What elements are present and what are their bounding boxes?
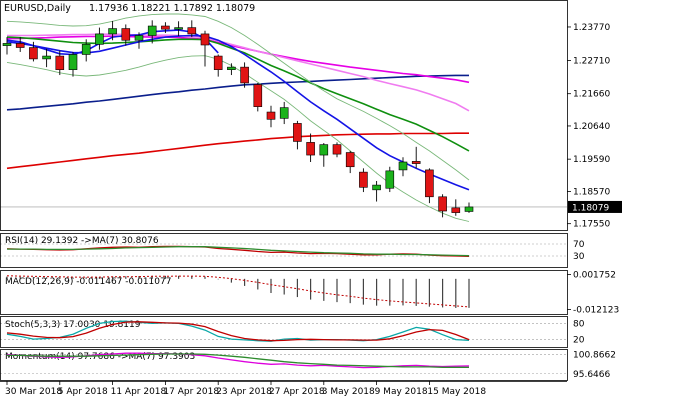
price-tick-label: 1.23770 xyxy=(573,23,610,33)
candle-body xyxy=(68,54,78,70)
date-tick-label: 11 Apr 2018 xyxy=(111,387,167,397)
current-price-box xyxy=(568,200,622,213)
candle-body xyxy=(359,171,368,188)
ohlc-values: 1.17936 1.18221 1.17892 1.18079 xyxy=(89,3,255,14)
candle-body xyxy=(279,107,289,119)
date-tick-label: 23 Apr 2018 xyxy=(216,387,272,397)
price-tick-label: 1.20640 xyxy=(573,122,610,132)
date-tick-label: 15 May 2018 xyxy=(427,387,486,397)
date-tick-label: 27 Apr 2018 xyxy=(269,387,325,397)
momentum-label: Momentum(14) 97.7686 ->MA(7) 97.3903 xyxy=(5,352,195,362)
price-tick-label: 1.21660 xyxy=(573,90,610,100)
candle-body xyxy=(42,55,51,60)
candle-body xyxy=(227,66,236,70)
current-price-label: 1.18079 xyxy=(572,203,609,213)
candle-body xyxy=(147,25,157,36)
indicator-line-3-0 xyxy=(6,320,470,342)
stoch-label: Stoch(5,3,3) 17.0030 19.8119 xyxy=(5,320,141,330)
overlay-line-1 xyxy=(6,132,469,170)
overlay-line-6 xyxy=(6,13,470,181)
candle-body xyxy=(95,33,104,45)
candle-body xyxy=(240,66,249,84)
candle-body xyxy=(187,27,197,35)
candle-body xyxy=(385,170,395,189)
pane-frame-1 xyxy=(0,233,568,268)
axis-layer: 1.23770 1.22710 1.21660 1.20640 1.19590 1.185… xyxy=(0,0,622,397)
price-tick-label: 1.18570 xyxy=(573,187,610,197)
indicator-line-4-1 xyxy=(7,353,469,368)
candle-body xyxy=(293,123,302,142)
price-tick-label: 1.19590 xyxy=(573,155,610,165)
candle-body xyxy=(134,35,144,41)
candle-body xyxy=(319,144,329,156)
candle-body xyxy=(372,184,381,191)
candle-body xyxy=(266,111,276,120)
price-tick-label: 1.22710 xyxy=(573,56,610,66)
candle-body xyxy=(200,33,210,46)
date-tick-label: 5 Apr 2018 xyxy=(58,387,108,397)
candle-body xyxy=(2,43,12,46)
pane-frame-3 xyxy=(0,316,568,348)
candle-body xyxy=(55,55,65,70)
candle-body xyxy=(253,84,263,107)
candle-body xyxy=(411,161,421,164)
date-tick-label: 9 May 2018 xyxy=(375,387,428,397)
macd-tick-label: 0.001752 xyxy=(573,270,616,280)
macd-signal-line xyxy=(6,275,470,308)
candle-body xyxy=(438,196,447,212)
pane-frame-4 xyxy=(0,349,568,381)
level-tick-label: 70 xyxy=(573,240,585,250)
plot-layer xyxy=(2,13,474,369)
date-tick-label: 17 Apr 2018 xyxy=(163,387,219,397)
overlay-line-0 xyxy=(6,74,469,111)
level-tick-label: 95.6466 xyxy=(573,370,610,380)
candle-body xyxy=(398,161,408,171)
candle-body xyxy=(451,207,461,213)
candle-body xyxy=(108,28,117,35)
candle-body xyxy=(15,43,25,48)
level-tick-label: 100.8662 xyxy=(573,350,616,360)
candle-body xyxy=(29,47,38,60)
candle-body xyxy=(332,144,342,155)
date-tick-label: 30 Mar 2018 xyxy=(5,387,62,397)
chart-title: EURUSD,Daily xyxy=(4,3,71,14)
indicator-line-1-1 xyxy=(7,246,470,257)
candle-body xyxy=(81,44,91,55)
price-tick-label: 1.17550 xyxy=(573,220,610,230)
candle-body xyxy=(161,25,170,30)
level-tick-label: 30 xyxy=(573,252,585,262)
pane-frame-2 xyxy=(0,270,568,315)
candle-body xyxy=(174,27,183,30)
candle-body xyxy=(425,169,434,198)
pane-frame-0 xyxy=(0,0,568,231)
candle-body xyxy=(464,206,474,212)
candle-body xyxy=(306,142,315,156)
macd-label: MACD(12,26,9) -0.011467 -0.011077 xyxy=(5,277,171,287)
candle-body xyxy=(345,152,355,168)
rsi-label: RSI(14) 29.1392 ->MA(7) 30.8076 xyxy=(5,236,159,246)
date-tick-label: 3 May 2018 xyxy=(322,387,375,397)
level-tick-label: 20 xyxy=(573,336,585,346)
overlay-line-2 xyxy=(6,35,470,84)
level-tick-label: 80 xyxy=(573,319,585,329)
indicator-line-3-1 xyxy=(6,321,470,342)
macd-tick-label: -0.012123 xyxy=(573,306,619,316)
candle-body xyxy=(121,28,131,41)
candle-body xyxy=(213,55,223,70)
overlay-line-3 xyxy=(7,33,470,112)
